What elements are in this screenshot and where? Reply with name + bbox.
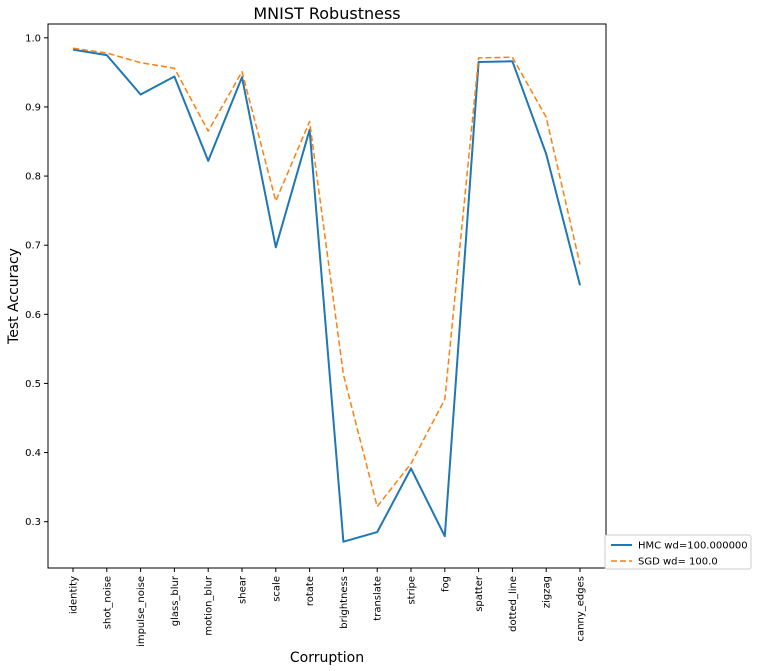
legend-label-1: HMC wd=100.000000 [638, 541, 748, 552]
series-2-point [510, 55, 514, 59]
series-2-point [105, 51, 109, 55]
x-tick-label: zigzag [542, 576, 553, 608]
series-2-point [206, 129, 210, 133]
series-1-point [274, 245, 278, 249]
x-tick-label: identity [69, 576, 80, 614]
y-tick-label: 1.0 [25, 33, 41, 44]
x-tick-label: impulse_noise [136, 576, 147, 647]
x-tick-label: dotted_line [508, 576, 519, 632]
series-2-point [274, 199, 278, 203]
series-2-point [341, 372, 345, 376]
x-tick-label: brightness [339, 576, 350, 629]
series-1-point [409, 466, 413, 470]
legend-label-2: SGD wd= 100.0 [638, 557, 718, 568]
series-line-1 [72, 48, 581, 543]
series-1-point [341, 540, 345, 544]
y-tick-label: 0.3 [25, 517, 41, 528]
series-1-point [375, 530, 379, 534]
x-tick-label: scale [271, 576, 282, 602]
series-2-point [544, 115, 548, 119]
x-tick-label: shot_noise [102, 576, 113, 629]
y-axis-title: Test Accuracy [6, 248, 22, 345]
series-1-point [206, 159, 210, 163]
plot-frame [47, 23, 607, 569]
x-tick-label: canny_edges [576, 576, 587, 641]
x-tick-label: shear [238, 575, 249, 604]
x-tick-label: fog [440, 576, 451, 592]
x-tick-label: motion_blur [204, 575, 215, 635]
x-tick-label: glass_blur [170, 575, 181, 626]
chart-title: MNIST Robustness [253, 4, 400, 23]
plot-area [47, 23, 607, 569]
series-layer [71, 46, 582, 544]
series-line-2 [72, 47, 581, 508]
x-tick-label: translate [373, 576, 384, 621]
series-2-point [240, 70, 244, 74]
y-tick-label: 0.9 [25, 102, 41, 113]
series-2-point [375, 504, 379, 508]
series-1-point [578, 283, 582, 287]
series-2-point [71, 46, 75, 50]
series-1-point [544, 152, 548, 156]
series-2-point [578, 263, 582, 267]
legend-box [604, 534, 752, 570]
legend: HMC wd=100.000000 SGD wd= 100.0 [604, 534, 752, 570]
series-2-point [443, 397, 447, 401]
y-tick-label: 0.7 [25, 241, 41, 252]
y-axis: 0.3 0.4 0.5 0.6 0.7 0.8 0.9 1.0 [25, 33, 48, 528]
y-tick-label: 0.8 [25, 172, 41, 183]
series-2-point [308, 119, 312, 123]
x-axis-title: Corruption [290, 650, 364, 666]
series-2-point [172, 66, 176, 70]
x-tick-label: rotate [305, 576, 316, 606]
series-1-point [443, 534, 447, 538]
y-tick-label: 0.5 [25, 379, 41, 390]
x-tick-label: spatter [474, 575, 485, 612]
series-1-point [139, 93, 143, 97]
series-2-point [409, 462, 413, 466]
series-2-point [477, 56, 481, 60]
x-tick-label: stripe [407, 576, 418, 605]
x-axis: identity shot_noise impulse_noise glass_blu… [69, 568, 587, 647]
y-tick-label: 0.4 [25, 448, 41, 459]
series-2-point [139, 61, 143, 65]
series-1-point [172, 75, 176, 79]
y-tick-label: 0.6 [25, 310, 41, 321]
